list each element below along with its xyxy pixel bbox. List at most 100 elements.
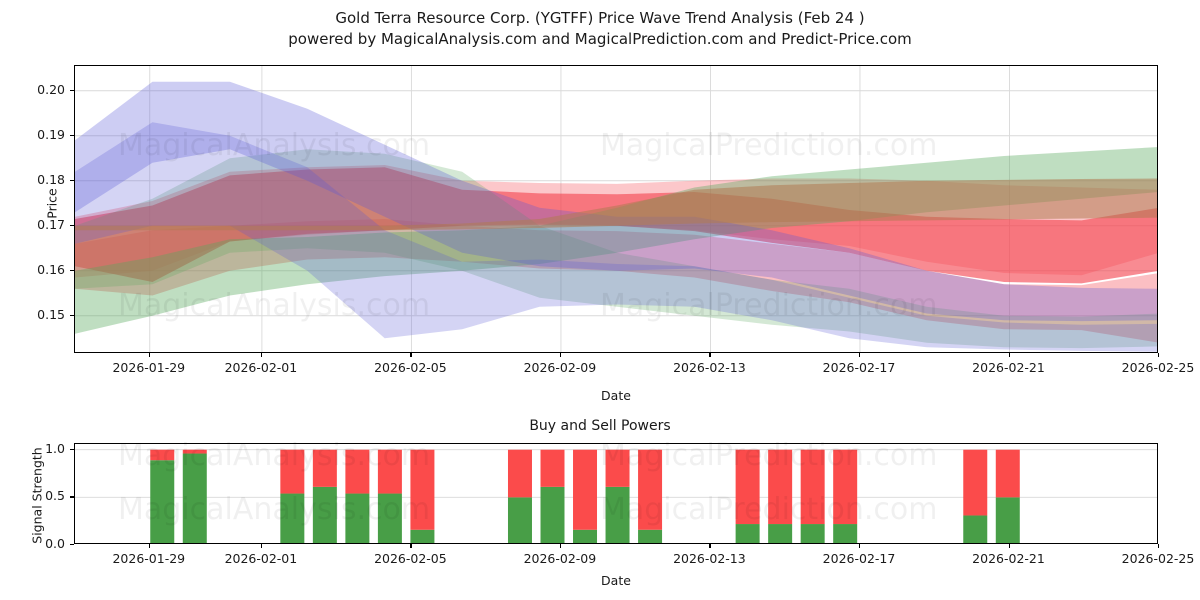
signal-bar-buy: [182, 453, 207, 543]
price-y-tick-label: 0.16: [37, 261, 65, 277]
signal-chart-plot-area: [74, 443, 1158, 544]
signal-x-tickmark: [260, 544, 263, 548]
signal-bar-sell: [540, 449, 565, 487]
signal-x-tick-label: 2026-02-17: [822, 551, 896, 566]
signal-bar-buy: [638, 529, 663, 543]
price-chart-plot-area: [74, 65, 1158, 353]
signal-y-tick-label: 0.0: [45, 536, 65, 551]
signal-bar-sell: [735, 449, 760, 525]
price-y-tickmark: [70, 269, 74, 271]
title-line-powered-by: powered by MagicalAnalysis.com and Magic…: [288, 30, 912, 48]
price-x-tick-label: 2026-01-29: [112, 360, 186, 375]
signal-bar-buy: [150, 460, 175, 543]
price-y-tickmark: [70, 179, 74, 181]
signal-x-tickmark: [148, 544, 150, 548]
signal-bar-sell: [410, 449, 435, 530]
signal-x-tick-label: 2026-02-09: [523, 551, 597, 566]
signal-bar-buy: [735, 524, 760, 543]
price-x-tick-label: 2026-02-17: [822, 360, 896, 375]
signal-bar-sell: [312, 449, 337, 487]
signal-y-axis-title: Signal Strength: [29, 447, 45, 544]
signal-bar-sell: [833, 449, 858, 525]
signal-y-tick-label: 1.0: [45, 440, 65, 456]
signal-bar-sell: [377, 449, 402, 494]
signal-bar-sell: [150, 449, 175, 461]
signal-bar-buy: [507, 497, 532, 543]
price-x-tickmark: [148, 353, 150, 357]
price-y-tickmark: [70, 89, 74, 91]
signal-bar-buy: [605, 486, 630, 543]
signal-chart-title: Buy and Sell Powers: [529, 418, 671, 434]
signal-bar-buy: [995, 497, 1020, 543]
price-band-red-lower-band: [75, 219, 1157, 343]
signal-x-tick-label: 2026-01-29: [112, 551, 186, 566]
signal-y-tickmark: [70, 544, 74, 546]
signal-bar-sell: [800, 449, 825, 525]
price-x-tickmark: [859, 353, 861, 357]
price-x-tick-label: 2026-02-21: [972, 360, 1045, 375]
price-y-tick-label: 0.15: [37, 306, 65, 322]
price-y-tick-label: 0.20: [37, 81, 65, 97]
signal-x-tick-label: 2026-02-13: [673, 551, 746, 566]
page-title: Gold Terra Resource Corp. (YGTFF) Price …: [0, 8, 1200, 50]
signal-y-tickmark: [70, 448, 74, 450]
price-chart-svg: [75, 66, 1157, 352]
price-x-tickmark: [1008, 353, 1010, 357]
signal-y-tick-label: 0.5: [45, 488, 65, 504]
signal-x-tick-label: 2026-02-25: [1121, 551, 1195, 566]
signal-x-tick-label: 2026-02-01: [224, 551, 298, 566]
signal-bar-buy: [410, 529, 435, 543]
price-y-tick-label: 0.18: [37, 171, 65, 187]
price-x-tickmark: [1158, 353, 1160, 357]
signal-bar-sell: [768, 449, 793, 525]
signal-bar-buy: [800, 524, 825, 543]
signal-bar-sell: [605, 449, 630, 487]
price-y-tick-label: 0.19: [37, 126, 65, 142]
signal-chart-svg: [75, 449, 1157, 543]
signal-bar-buy: [833, 524, 858, 543]
signal-bar-sell: [280, 449, 305, 494]
signal-bar-sell: [573, 449, 598, 530]
signal-bar-buy: [768, 524, 793, 543]
signal-bar-sell: [963, 449, 988, 516]
signal-x-tickmark: [559, 544, 562, 548]
price-y-tickmark: [70, 314, 74, 316]
price-x-tick-label: 2026-02-09: [523, 360, 597, 375]
price-x-tickmark: [260, 353, 263, 357]
price-x-tick-label: 2026-02-01: [224, 360, 298, 375]
signal-bar-sell: [182, 449, 207, 454]
signal-bar-buy: [312, 486, 337, 543]
signal-y-tickmark: [70, 496, 74, 498]
signal-x-tickmark: [1008, 544, 1010, 548]
signal-bar-buy: [345, 493, 370, 543]
title-line-main: Gold Terra Resource Corp. (YGTFF) Price …: [335, 9, 865, 27]
signal-x-tickmark: [410, 544, 412, 548]
price-x-tickmark: [559, 353, 562, 357]
price-x-tickmark: [410, 353, 412, 357]
price-y-tick-label: 0.17: [37, 216, 65, 232]
price-x-axis-title: Date: [601, 388, 631, 403]
price-y-tickmark: [70, 224, 74, 226]
signal-x-tick-label: 2026-02-21: [972, 551, 1045, 566]
price-x-tick-label: 2026-02-05: [374, 360, 447, 375]
signal-x-axis-title: Date: [601, 573, 631, 588]
signal-x-tickmark: [859, 544, 861, 548]
price-y-axis-title: Price: [44, 188, 60, 219]
price-x-tick-label: 2026-02-25: [1121, 360, 1195, 375]
signal-bar-buy: [280, 493, 305, 543]
price-band-brown-overlap-band: [75, 178, 1157, 231]
price-band-green-lower-band: [75, 149, 1157, 349]
signal-bar-sell: [995, 449, 1020, 498]
signal-bar-sell: [507, 449, 532, 498]
signal-bar-buy: [377, 493, 402, 543]
signal-bar-buy: [963, 515, 988, 543]
price-band-blue-lower-band: [75, 122, 1157, 352]
signal-bar-buy: [540, 486, 565, 543]
signal-x-tickmark: [709, 544, 711, 548]
signal-bar-buy: [573, 529, 598, 543]
price-x-tick-label: 2026-02-13: [673, 360, 746, 375]
signal-x-tick-label: 2026-02-05: [374, 551, 447, 566]
signal-x-tickmark: [1158, 544, 1160, 548]
signal-bar-sell: [345, 449, 370, 494]
